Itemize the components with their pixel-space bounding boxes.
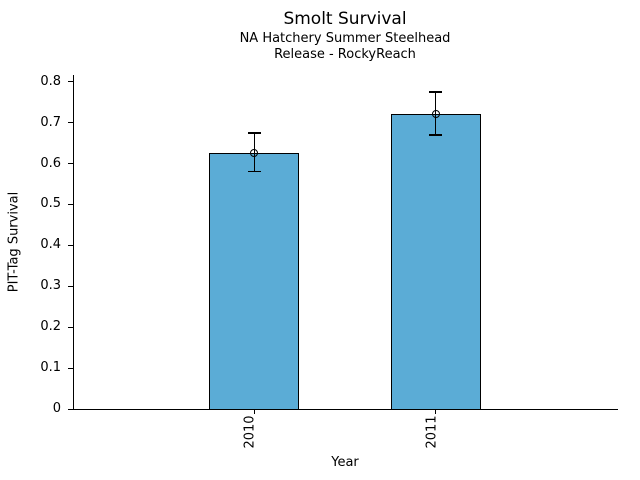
y-tick-label: 0.8 <box>40 73 61 89</box>
y-tick-label: 0.5 <box>40 196 61 212</box>
y-tick-label: 0.3 <box>40 278 61 294</box>
x-axis-label: Year <box>331 455 359 470</box>
error-bar-cap-upper-2011 <box>429 91 443 93</box>
y-tick <box>68 203 73 205</box>
y-tick <box>68 367 73 369</box>
y-tick-label: 0.6 <box>40 155 61 171</box>
bar-2011 <box>390 114 481 410</box>
x-tick-label-2010: 2010 <box>242 415 258 449</box>
y-tick-label: 0.7 <box>40 114 61 130</box>
chart-subtitle-line1: NA Hatchery Summer Steelhead <box>239 31 451 46</box>
y-tick-label: 0.1 <box>40 360 61 376</box>
plot-area <box>73 75 618 410</box>
bar-2010 <box>209 153 300 410</box>
mean-marker-2011 <box>431 110 440 119</box>
y-tick <box>68 408 73 410</box>
error-bar-cap-lower-2011 <box>429 134 443 136</box>
mean-marker-2010 <box>250 149 259 158</box>
chart-subtitle-line2: Release - RockyReach <box>274 47 416 62</box>
y-tick-label: 0.2 <box>40 319 61 335</box>
x-tick-2011 <box>435 409 437 414</box>
y-tick <box>68 326 73 328</box>
y-tick-label: 0.4 <box>40 237 61 253</box>
y-tick <box>68 81 73 83</box>
chart-title: Smolt Survival <box>283 9 407 29</box>
x-tick-label-2011: 2011 <box>424 415 440 449</box>
y-tick <box>68 285 73 287</box>
y-tick <box>68 122 73 124</box>
x-tick-2010 <box>253 409 255 414</box>
y-tick-label: 0 <box>52 401 61 416</box>
y-tick <box>68 163 73 165</box>
y-tick <box>68 244 73 246</box>
error-bar-cap-lower-2010 <box>247 170 261 173</box>
error-bar-cap-upper-2010 <box>247 132 261 134</box>
